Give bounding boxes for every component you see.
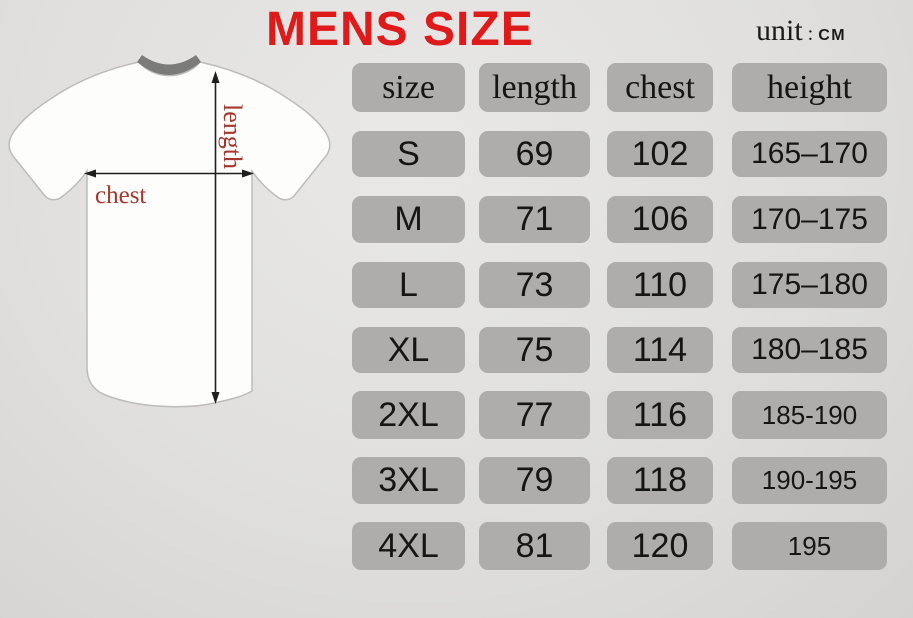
table-cell: 75 (479, 327, 590, 373)
table-cell: 120 (607, 522, 713, 570)
table-cell: 110 (607, 262, 713, 308)
table-cell: 73 (479, 262, 590, 308)
table-cell: 190-195 (732, 457, 887, 504)
table-cell: 195 (732, 522, 887, 570)
length-label: length (218, 104, 247, 169)
column-header-height: height (732, 63, 887, 112)
column-header-size: size (352, 63, 465, 112)
table-cell: 2XL (352, 391, 465, 439)
table-cell: 180–185 (732, 327, 887, 373)
length-arrow (211, 71, 220, 404)
collar (137, 55, 201, 75)
table-cell: 79 (479, 457, 590, 504)
unit-separator: : (807, 23, 814, 45)
table-cell: 118 (607, 457, 713, 504)
table-cell: 77 (479, 391, 590, 439)
chest-label: chest (95, 182, 146, 209)
table-cell: XL (352, 327, 465, 373)
unit-indicator: unit : CM (756, 14, 846, 48)
chest-arrow (84, 169, 254, 178)
table-cell: 185-190 (732, 391, 887, 439)
unit-label: unit (756, 14, 803, 47)
table-cell: 4XL (352, 522, 465, 570)
column-header-chest: chest (607, 63, 713, 112)
tshirt-diagram: length chest (8, 55, 331, 408)
table-cell: L (352, 262, 465, 308)
unit-value: CM (818, 27, 847, 44)
table-cell: 3XL (352, 457, 465, 504)
table-cell: 102 (607, 131, 713, 177)
column-header-length: length (479, 63, 590, 112)
table-cell: M (352, 196, 465, 243)
table-cell: 69 (479, 131, 590, 177)
table-cell: 170–175 (732, 196, 887, 243)
table-cell: 114 (607, 327, 713, 373)
tshirt-body (8, 61, 331, 408)
table-cell: 106 (607, 196, 713, 243)
table-cell: S (352, 131, 465, 177)
table-cell: 175–180 (732, 262, 887, 308)
table-cell: 116 (607, 391, 713, 439)
table-cell: 165–170 (732, 131, 887, 177)
page-title: MENS SIZE (266, 3, 534, 56)
table-cell: 71 (479, 196, 590, 243)
table-cell: 81 (479, 522, 590, 570)
